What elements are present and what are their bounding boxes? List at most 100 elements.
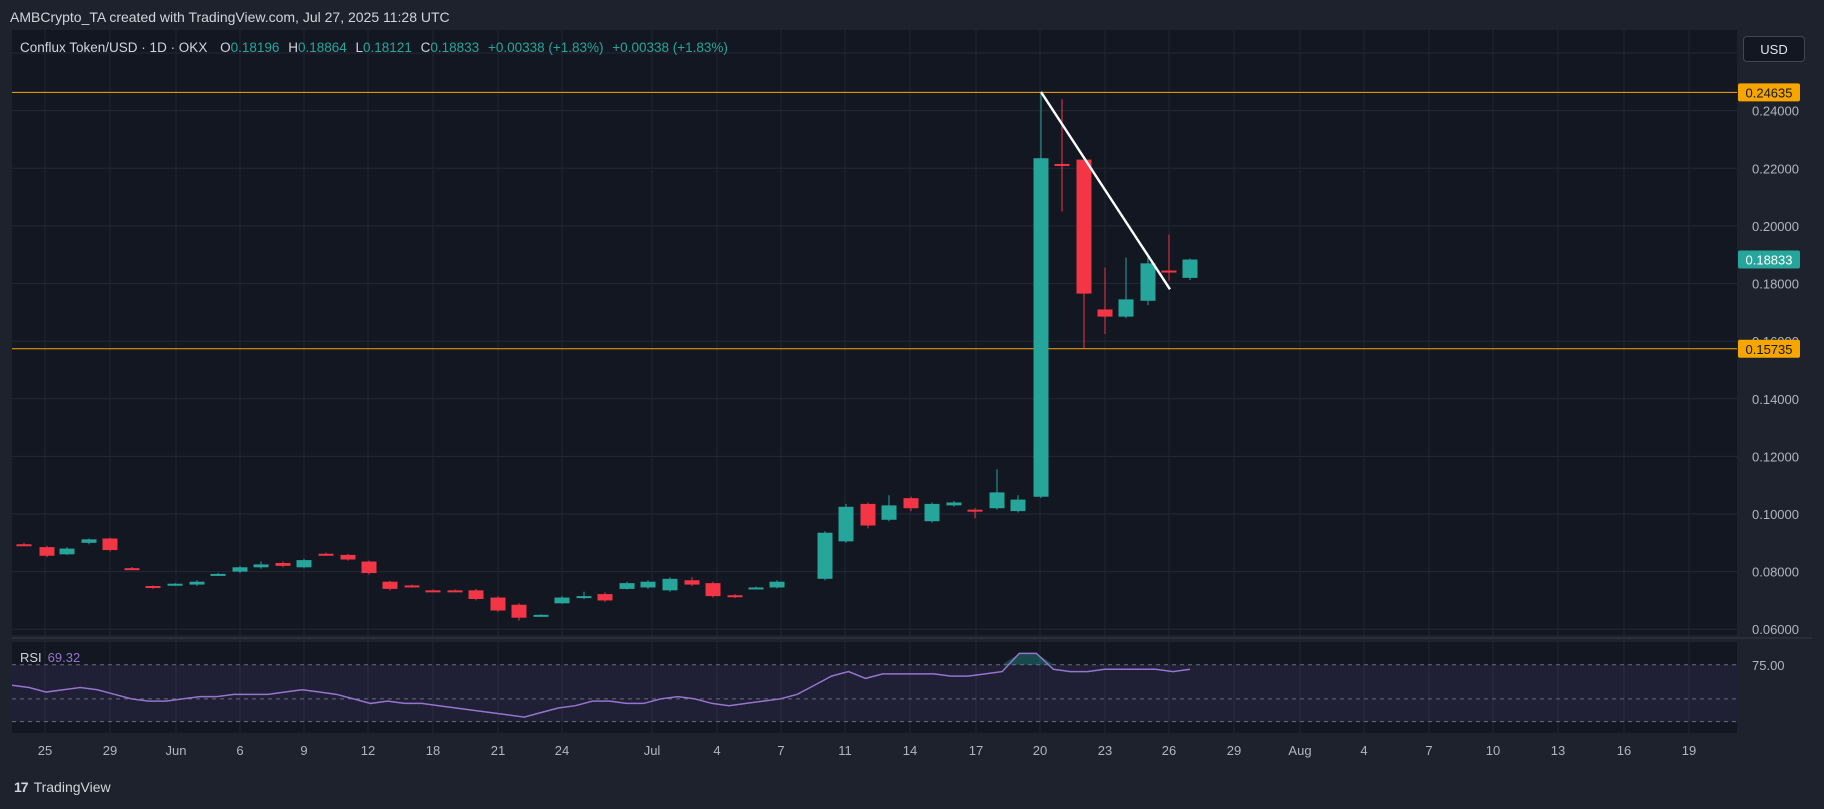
candle-down [425,590,441,593]
x-tick-label: 23 [1098,743,1112,758]
candle-up [1140,263,1156,301]
candle-down [967,509,983,512]
price-pane-background [12,30,1737,635]
rsi-label: RSI [20,650,42,665]
x-tick-label: 4 [1360,743,1367,758]
rsi-level-label: 75.00 [1752,658,1785,673]
x-tick-label: 24 [555,743,569,758]
candle-down [597,594,613,601]
candle-up [662,578,678,591]
candle-down [124,568,140,571]
currency-button[interactable]: USD [1743,36,1805,62]
x-tick-label: 12 [361,743,375,758]
candle-up [946,502,962,506]
low-value: 0.18121 [363,40,412,55]
y-tick-label: 0.06000 [1752,622,1799,637]
candle-up [924,503,940,522]
key-level-label: 0.15735 [1746,342,1793,357]
key-level-label: 0.24635 [1746,85,1793,100]
low-key: L [355,40,364,55]
candle-down [684,580,700,585]
candle-down [404,585,420,588]
candle-down [1161,270,1177,273]
candle-up [769,581,785,588]
rsi-band [12,664,1737,722]
candle-up [1033,158,1049,497]
brand-name: TradingView [33,779,111,795]
candle-up [81,539,97,543]
high-key: H [288,40,298,55]
candle-down [1097,309,1113,317]
high-value: 0.18864 [297,40,347,55]
x-tick-label: 26 [1162,743,1176,758]
y-tick-label: 0.18000 [1752,277,1799,292]
candle-up [167,583,183,586]
x-tick-label: 10 [1486,743,1500,758]
candle-down [468,590,484,599]
candle-down [705,583,721,597]
key-level-tag [1738,83,1800,102]
candle-down [16,544,32,547]
candle-up [748,587,764,590]
candle-down [490,597,506,611]
open-value: 0.18196 [230,40,280,55]
candle-up [296,560,312,568]
candle-down [145,586,161,589]
y-tick-label: 0.08000 [1752,565,1799,580]
trendline [1039,91,1172,290]
x-tick-label: 13 [1551,743,1565,758]
symbol-name: Conflux Token/USD · 1D · OKX [20,40,208,55]
x-tick-label: 4 [713,743,720,758]
last-price-tag [1738,250,1800,269]
y-tick-label: 0.14000 [1752,392,1799,407]
x-tick-label: 25 [38,743,52,758]
candle-down [361,561,377,574]
candle-down [727,595,743,598]
candle-up [554,597,570,604]
tradingview-brand[interactable]: 17 TradingView [14,779,111,795]
y-tick-label: 0.22000 [1752,161,1799,176]
candle-down [102,538,118,551]
x-tick-label: 20 [1033,743,1047,758]
x-tick-label: 14 [903,743,917,758]
y-tick-label: 0.12000 [1752,449,1799,464]
y-tick-label: 0.20000 [1752,219,1799,234]
change-value-2: +0.00338 (+1.83%) [612,40,728,55]
candle-down [39,547,55,556]
candle-down [1076,159,1092,294]
candle-up [1118,299,1134,317]
y-tick-label: 0.24000 [1752,104,1799,119]
change-value: +0.00338 (+1.83%) [487,40,604,55]
last-price-label: 0.18833 [1746,253,1793,268]
rsi-line [12,652,1191,718]
candle-down [382,581,398,589]
candle-down [511,604,527,618]
candle-up [989,492,1005,509]
x-tick-label: 7 [1425,743,1432,758]
x-tick-label: 19 [1682,743,1696,758]
candle-down [860,503,876,526]
candle-up [210,573,226,576]
candle-down [903,498,919,509]
x-tick-label: 17 [969,743,983,758]
x-tick-label: Jun [166,743,187,758]
key-level-tag [1738,339,1800,358]
rsi-pane-background [12,642,1737,733]
rsi-legend: RSI 69.32 [20,650,80,665]
candle-down [275,562,291,566]
x-tick-label: 7 [777,743,784,758]
candle-up [838,506,854,542]
chart-caption: AMBCrypto_TA created with TradingView.co… [10,9,450,25]
x-tick-label: 11 [838,743,852,758]
candle-up [1010,499,1026,512]
symbol-legend: Conflux Token/USD · 1D · OKX O0.18196 H0… [20,40,728,55]
x-tick-label: 6 [236,743,243,758]
candle-up [232,567,248,572]
candle-down [318,553,334,556]
x-tick-label: Jul [644,743,661,758]
close-key: C [420,40,431,55]
price-chart[interactable]: 0.260000.240000.220000.200000.180000.160… [12,30,1812,775]
candle-up [253,564,269,568]
candle-up [817,532,833,579]
